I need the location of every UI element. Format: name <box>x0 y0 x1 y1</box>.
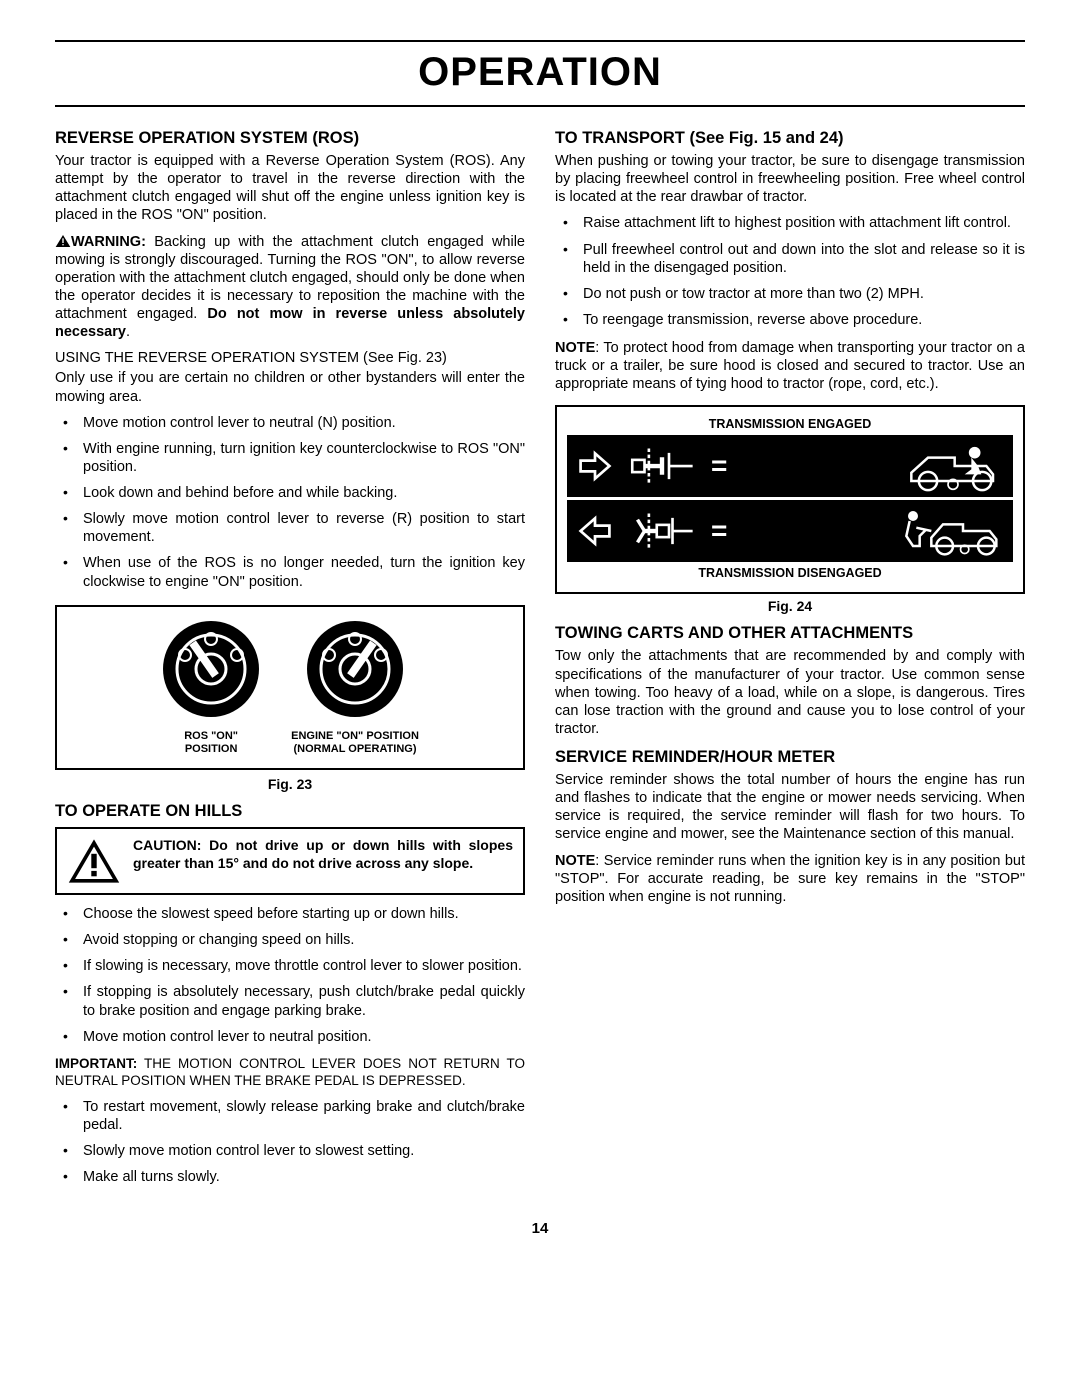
transport-note: NOTE: To protect hood from damage when t… <box>555 339 1025 393</box>
caution-box: CAUTION: Do not drive up or down hills w… <box>55 827 525 895</box>
left-column: REVERSE OPERATION SYSTEM (ROS) Your trac… <box>55 119 525 1196</box>
list-item: With engine running, turn ignition key c… <box>55 440 525 476</box>
dial-ros-on: ROS "ON" POSITION <box>161 619 261 756</box>
transport-intro: When pushing or towing your tractor, be … <box>555 152 1025 206</box>
ros-intro: Your tractor is equipped with a Reverse … <box>55 152 525 225</box>
arrow-left-icon <box>577 513 613 549</box>
note-body: : To protect hood from damage when trans… <box>555 340 1025 392</box>
list-item: Pull freewheel control out and down into… <box>555 241 1025 277</box>
page-title: OPERATION <box>55 50 1025 95</box>
note-label: NOTE <box>555 340 595 356</box>
list-item: Do not push or tow tractor at more than … <box>555 285 1025 303</box>
towing-heading: TOWING CARTS AND OTHER ATTACHMENTS <box>555 624 1025 643</box>
hills-steps-1: Choose the slowest speed before starting… <box>55 905 525 1046</box>
ignition-dial-icon <box>161 619 261 719</box>
ros-steps: Move motion control lever to neutral (N)… <box>55 414 525 591</box>
page-number: 14 <box>55 1220 1025 1237</box>
service-note: NOTE: Service reminder runs when the ign… <box>555 852 1025 906</box>
trans-disengaged-panel: = <box>567 500 1013 562</box>
list-item: Choose the slowest speed before starting… <box>55 905 525 923</box>
caution-text: CAUTION: Do not drive up or down hills w… <box>133 837 513 872</box>
list-item: Look down and behind before and while ba… <box>55 484 525 502</box>
hills-steps-2: To restart movement, slowly release park… <box>55 1098 525 1187</box>
fig-24-caption: Fig. 24 <box>555 598 1025 614</box>
rule-top <box>55 40 1025 42</box>
important-label: IMPORTANT: <box>55 1056 137 1071</box>
service-body: Service reminder shows the total number … <box>555 771 1025 844</box>
dial-engine-on: ENGINE "ON" POSITION (NORMAL OPERATING) <box>291 619 419 756</box>
towing-body: Tow only the attachments that are recomm… <box>555 647 1025 738</box>
ros-only-use: Only use if you are certain no children … <box>55 369 525 405</box>
list-item: Make all turns slowly. <box>55 1168 525 1186</box>
list-item: Move motion control lever to neutral pos… <box>55 1028 525 1046</box>
tractor-push-icon <box>903 504 1003 558</box>
hills-important: IMPORTANT: THE MOTION CONTROL LEVER DOES… <box>55 1056 525 1090</box>
warning-label: WARNING: <box>71 234 146 250</box>
equals-icon: = <box>711 515 727 547</box>
list-item: Raise attachment lift to highest positio… <box>555 214 1025 232</box>
freewheel-lever-down-icon <box>627 506 697 556</box>
warning-icon <box>55 234 71 248</box>
ignition-dial-icon <box>305 619 405 719</box>
note-label: NOTE <box>555 853 595 869</box>
two-column-layout: REVERSE OPERATION SYSTEM (ROS) Your trac… <box>55 119 1025 1196</box>
right-column: TO TRANSPORT (See Fig. 15 and 24) When p… <box>555 119 1025 1196</box>
dial-right-l2: (NORMAL OPERATING) <box>291 743 419 756</box>
transport-heading: TO TRANSPORT (See Fig. 15 and 24) <box>555 129 1025 148</box>
arrow-right-icon <box>577 448 613 484</box>
fig-23-box: ROS "ON" POSITION ENGINE "ON" POSITION <box>55 605 525 770</box>
list-item: If slowing is necessary, move throttle c… <box>55 957 525 975</box>
dial-left-l1: ROS "ON" <box>161 730 261 743</box>
list-item: Move motion control lever to neutral (N)… <box>55 414 525 432</box>
ros-using-line: USING THE REVERSE OPERATION SYSTEM (See … <box>55 349 525 367</box>
freewheel-lever-icon <box>627 441 697 491</box>
dial-left-l2: POSITION <box>161 743 261 756</box>
warning-triangle-icon <box>67 837 121 885</box>
dial-row: ROS "ON" POSITION ENGINE "ON" POSITION <box>69 619 511 756</box>
trans-engaged-panel: = <box>567 435 1013 497</box>
rule-mid <box>55 105 1025 107</box>
note-body: : Service reminder runs when the ignitio… <box>555 853 1025 905</box>
transport-steps: Raise attachment lift to highest positio… <box>555 214 1025 329</box>
hills-heading: TO OPERATE ON HILLS <box>55 802 525 821</box>
service-heading: SERVICE REMINDER/HOUR METER <box>555 748 1025 767</box>
list-item: Avoid stopping or changing speed on hill… <box>55 931 525 949</box>
fig-23-caption: Fig. 23 <box>55 776 525 792</box>
list-item: When use of the ROS is no longer needed,… <box>55 554 525 590</box>
dial-right-l1: ENGINE "ON" POSITION <box>291 730 419 743</box>
list-item: To reengage transmission, reverse above … <box>555 311 1025 329</box>
trans-disengaged-label: TRANSMISSION DISENGAGED <box>567 566 1013 580</box>
list-item: If stopping is absolutely necessary, pus… <box>55 983 525 1019</box>
trans-engaged-label: TRANSMISSION ENGAGED <box>567 417 1013 431</box>
warning-tail-period: . <box>126 324 130 340</box>
ros-warning: WARNING: Backing up with the attachment … <box>55 233 525 342</box>
ros-heading: REVERSE OPERATION SYSTEM (ROS) <box>55 129 525 148</box>
list-item: Slowly move motion control lever to reve… <box>55 510 525 546</box>
list-item: To restart movement, slowly release park… <box>55 1098 525 1134</box>
list-item: Slowly move motion control lever to slow… <box>55 1142 525 1160</box>
tractor-icon <box>903 439 1003 493</box>
equals-icon: = <box>711 450 727 482</box>
fig-24-box: TRANSMISSION ENGAGED = <box>555 405 1025 594</box>
